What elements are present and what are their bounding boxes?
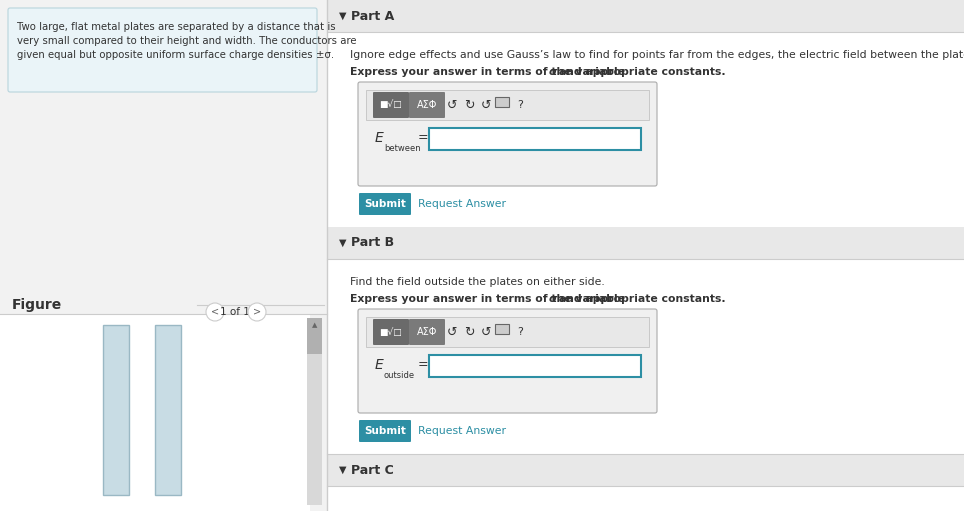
- Text: and appropriate constants.: and appropriate constants.: [555, 67, 726, 77]
- Text: Request Answer: Request Answer: [418, 426, 506, 436]
- Text: ■√□: ■√□: [380, 101, 402, 109]
- Bar: [495, 324, 509, 334]
- Text: Find the field outside the plates on either side.: Find the field outside the plates on eit…: [350, 277, 604, 287]
- Text: Figure: Figure: [12, 298, 63, 312]
- Text: ?: ?: [517, 100, 522, 110]
- FancyBboxPatch shape: [358, 309, 657, 413]
- Bar: [327, 0, 964, 511]
- FancyBboxPatch shape: [359, 420, 411, 442]
- Bar: [307, 318, 322, 332]
- FancyBboxPatch shape: [409, 92, 445, 118]
- Text: AΣΦ: AΣΦ: [416, 100, 438, 110]
- Text: Part A: Part A: [351, 10, 394, 22]
- Text: between: between: [384, 144, 420, 153]
- Text: 1 of 1: 1 of 1: [220, 307, 250, 317]
- Text: ↺: ↺: [446, 326, 457, 338]
- Text: AΣΦ: AΣΦ: [416, 327, 438, 337]
- Text: ▲: ▲: [311, 322, 317, 328]
- Text: σ: σ: [549, 67, 557, 77]
- Bar: [0, 314, 310, 511]
- Text: =: =: [417, 359, 428, 371]
- Bar: [366, 90, 649, 120]
- Text: =: =: [417, 131, 428, 145]
- Text: Submit: Submit: [364, 426, 406, 436]
- Text: Request Answer: Request Answer: [418, 199, 506, 209]
- Text: $E$: $E$: [374, 358, 385, 372]
- FancyBboxPatch shape: [358, 82, 657, 186]
- Text: ↻: ↻: [464, 99, 474, 111]
- Text: ▼: ▼: [339, 465, 346, 475]
- Bar: [155, 325, 181, 495]
- Bar: [327, 0, 964, 32]
- Text: >: >: [253, 307, 261, 317]
- FancyBboxPatch shape: [373, 92, 409, 118]
- Text: Part B: Part B: [351, 237, 394, 249]
- Bar: [366, 317, 649, 347]
- Bar: [0, 0, 327, 511]
- Text: ▼: ▼: [339, 238, 346, 248]
- Text: <: <: [211, 307, 219, 317]
- Text: Express your answer in terms of the variable: Express your answer in terms of the vari…: [350, 67, 629, 77]
- Text: ↻: ↻: [464, 326, 474, 338]
- Bar: [327, 454, 964, 486]
- Text: outside: outside: [384, 371, 415, 380]
- Text: ↺: ↺: [481, 326, 492, 338]
- Bar: [327, 32, 964, 227]
- Bar: [429, 128, 641, 150]
- Text: ▼: ▼: [339, 11, 346, 21]
- Text: ■√□: ■√□: [380, 328, 402, 337]
- Text: given equal but opposite uniform surface charge densities ±σ.: given equal but opposite uniform surface…: [17, 50, 335, 60]
- Circle shape: [248, 303, 266, 321]
- FancyBboxPatch shape: [409, 319, 445, 345]
- Text: Express your answer in terms of the variable: Express your answer in terms of the vari…: [350, 294, 629, 304]
- Circle shape: [206, 303, 224, 321]
- Bar: [307, 318, 322, 505]
- Bar: [429, 355, 641, 377]
- Bar: [327, 486, 964, 511]
- Bar: [495, 97, 509, 107]
- Text: ↺: ↺: [481, 99, 492, 111]
- Text: ↺: ↺: [446, 99, 457, 111]
- FancyBboxPatch shape: [359, 193, 411, 215]
- FancyBboxPatch shape: [8, 8, 317, 92]
- Text: Submit: Submit: [364, 199, 406, 209]
- FancyBboxPatch shape: [373, 319, 409, 345]
- Text: and appropriate constants.: and appropriate constants.: [555, 294, 726, 304]
- Bar: [307, 332, 322, 354]
- Text: Ignore edge effects and use Gauss’s law to find for points far from the edges, t: Ignore edge effects and use Gauss’s law …: [350, 50, 964, 60]
- Bar: [327, 227, 964, 259]
- Text: very small compared to their height and width. The conductors are: very small compared to their height and …: [17, 36, 357, 46]
- Bar: [103, 325, 129, 495]
- Bar: [327, 259, 964, 454]
- Text: Part C: Part C: [351, 463, 393, 476]
- Text: σ: σ: [549, 294, 557, 304]
- Text: $E$: $E$: [374, 131, 385, 145]
- Text: ?: ?: [517, 327, 522, 337]
- Text: Two large, flat metal plates are separated by a distance that is: Two large, flat metal plates are separat…: [17, 22, 335, 32]
